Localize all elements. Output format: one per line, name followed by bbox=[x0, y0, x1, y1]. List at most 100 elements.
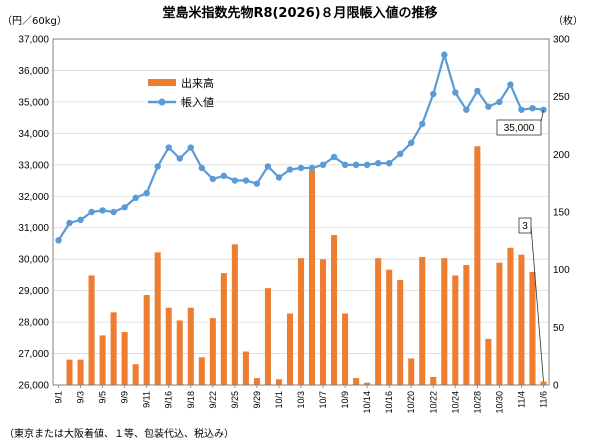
volume-bar bbox=[143, 295, 150, 385]
price-point bbox=[518, 106, 525, 113]
volume-bar bbox=[441, 258, 448, 385]
price-point bbox=[286, 166, 294, 173]
volume-bar bbox=[154, 252, 161, 385]
left-axis-ticks: 26,000 27,000 28,000 29,000 30,000 31,000 32,0… bbox=[18, 35, 49, 392]
volume-bar bbox=[264, 288, 271, 385]
price-point bbox=[308, 164, 316, 172]
volume-bar bbox=[430, 376, 437, 385]
price-point bbox=[99, 207, 106, 214]
callout-price-leader bbox=[540, 109, 544, 123]
price-point bbox=[132, 194, 139, 202]
x-tick-label: 10/3 bbox=[296, 391, 306, 409]
x-tick-label: 9/5 bbox=[98, 391, 108, 404]
right-axis-unit: （枚） bbox=[553, 14, 583, 27]
legend-label-price: 帳入値 bbox=[181, 95, 214, 109]
price-point bbox=[408, 139, 415, 146]
price-point bbox=[209, 175, 217, 183]
legend: 出来高 帳入値 bbox=[148, 76, 214, 109]
volume-bar bbox=[540, 381, 547, 385]
volume-bar bbox=[187, 307, 194, 385]
x-tick-label: 9/22 bbox=[208, 391, 218, 409]
price-point bbox=[165, 144, 172, 151]
price-point bbox=[507, 81, 514, 88]
price-point bbox=[385, 160, 393, 167]
right-tick-label: 200 bbox=[553, 150, 570, 161]
price-point bbox=[275, 174, 283, 181]
price-point bbox=[430, 90, 437, 98]
left-tick-label: 31,000 bbox=[18, 223, 49, 234]
left-tick-label: 28,000 bbox=[18, 318, 49, 329]
volume-bar bbox=[286, 313, 294, 385]
volume-bar bbox=[209, 318, 216, 385]
volume-bar bbox=[496, 262, 503, 385]
volume-bar bbox=[331, 235, 338, 385]
price-point bbox=[66, 219, 73, 227]
left-tick-label: 34,000 bbox=[18, 129, 49, 140]
x-axis-ticks: 9/1 9/3 9/5 9/9 9/11 9/16 9/18 9/22 9/25 9/29 10/1… bbox=[54, 385, 548, 414]
x-tick-label: 9/18 bbox=[186, 391, 196, 409]
price-point bbox=[77, 216, 84, 224]
price-point bbox=[341, 161, 349, 169]
volume-bar bbox=[253, 378, 260, 385]
left-tick-label: 36,000 bbox=[18, 66, 49, 77]
x-tick-label: 10/24 bbox=[450, 391, 460, 414]
volume-bar bbox=[110, 312, 117, 385]
price-point bbox=[176, 155, 183, 162]
callouts: 35,000 3 bbox=[496, 109, 544, 382]
volume-bar bbox=[375, 258, 382, 385]
volume-bar bbox=[66, 359, 73, 385]
volume-bar bbox=[474, 146, 481, 385]
left-axis-unit: （円／60kg） bbox=[2, 15, 67, 27]
volume-bar bbox=[342, 313, 349, 385]
x-tick-label: 10/7 bbox=[318, 391, 328, 409]
price-point bbox=[55, 237, 62, 244]
chart-title: 堂島米指数先物R8(2026)８月限帳入値の推移 bbox=[162, 5, 437, 21]
volume-bar bbox=[198, 357, 205, 385]
price-point bbox=[529, 105, 536, 112]
price-point bbox=[198, 164, 205, 172]
price-point bbox=[143, 189, 150, 197]
volume-bar bbox=[220, 273, 227, 385]
volume-bar bbox=[132, 364, 139, 385]
callout-volume-leader bbox=[530, 225, 544, 382]
price-point bbox=[474, 87, 481, 95]
left-tick-label: 37,000 bbox=[18, 35, 49, 46]
price-point bbox=[485, 103, 492, 110]
volume-bar bbox=[485, 338, 492, 385]
price-point bbox=[397, 150, 404, 158]
volume-bar bbox=[88, 275, 95, 385]
left-tick-label: 35,000 bbox=[18, 97, 49, 108]
footnote: （東京または大阪着値、１等、包装代込、税込み） bbox=[4, 427, 234, 440]
volume-bar bbox=[297, 258, 305, 385]
volume-bar bbox=[121, 331, 128, 385]
x-tick-label: 10/9 bbox=[340, 391, 350, 409]
left-tick-label: 30,000 bbox=[18, 255, 49, 266]
price-point bbox=[297, 164, 305, 172]
left-tick-label: 33,000 bbox=[18, 160, 49, 171]
right-tick-label: 100 bbox=[553, 265, 570, 276]
right-tick-label: 300 bbox=[553, 35, 570, 46]
x-tick-label: 10/28 bbox=[472, 391, 482, 414]
x-tick-label: 11/6 bbox=[538, 391, 548, 408]
volume-bar bbox=[77, 359, 84, 385]
price-point bbox=[463, 106, 470, 113]
price-point bbox=[363, 161, 371, 169]
price-point bbox=[319, 161, 327, 169]
callout-price-label: 35,000 bbox=[504, 123, 535, 134]
price-point bbox=[242, 177, 250, 184]
price-point bbox=[121, 204, 128, 211]
price-point bbox=[88, 208, 95, 216]
x-tick-label: 10/14 bbox=[362, 391, 372, 414]
left-tick-label: 27,000 bbox=[18, 349, 49, 360]
volume-bar bbox=[364, 382, 371, 385]
x-tick-label: 10/20 bbox=[406, 391, 416, 414]
right-tick-label: 0 bbox=[553, 381, 559, 392]
volume-bar bbox=[518, 254, 525, 385]
volume-bar bbox=[99, 335, 106, 385]
x-tick-label: 10/30 bbox=[494, 391, 504, 414]
x-tick-label: 10/16 bbox=[384, 391, 394, 414]
right-tick-label: 250 bbox=[553, 92, 570, 103]
callout-volume-label: 3 bbox=[522, 221, 528, 232]
price-point bbox=[154, 163, 161, 170]
